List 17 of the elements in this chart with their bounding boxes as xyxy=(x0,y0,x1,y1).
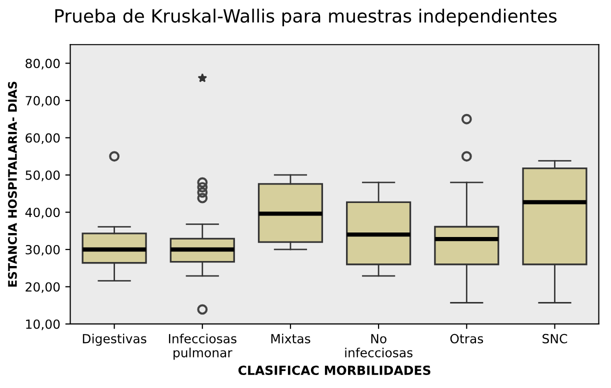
y-axis-title: ESTANCIA HOSPITALARIA- DIAS xyxy=(8,82,17,287)
x-tick-label: No infecciosas xyxy=(345,334,412,358)
y-tick-label: 40,00 xyxy=(25,208,60,218)
x-tick-label: Infecciosas pulmonar xyxy=(168,334,236,360)
y-tick-label: 70,00 xyxy=(26,96,60,107)
y-tick-label: 50,00 xyxy=(26,170,60,182)
y-tick-label: 10,00 xyxy=(26,319,60,330)
x-axis-title: CLASIFICAC MORBILIDADES xyxy=(238,366,430,376)
x-tick-label: SNC xyxy=(542,334,568,344)
x-tick-label: Digestivas xyxy=(82,334,146,346)
chart-title: Prueba de Kruskal-Wallis para muestras independientes xyxy=(55,8,557,26)
x-tick-label: Otras xyxy=(450,334,484,344)
y-tick-label: 60,00 xyxy=(26,133,60,144)
y-tick-label: 80,00 xyxy=(26,58,60,70)
y-tick-label: 30,00 xyxy=(26,244,60,256)
x-tick-label: Mixtas xyxy=(271,334,310,344)
y-tick-label: 20,00 xyxy=(26,282,60,293)
